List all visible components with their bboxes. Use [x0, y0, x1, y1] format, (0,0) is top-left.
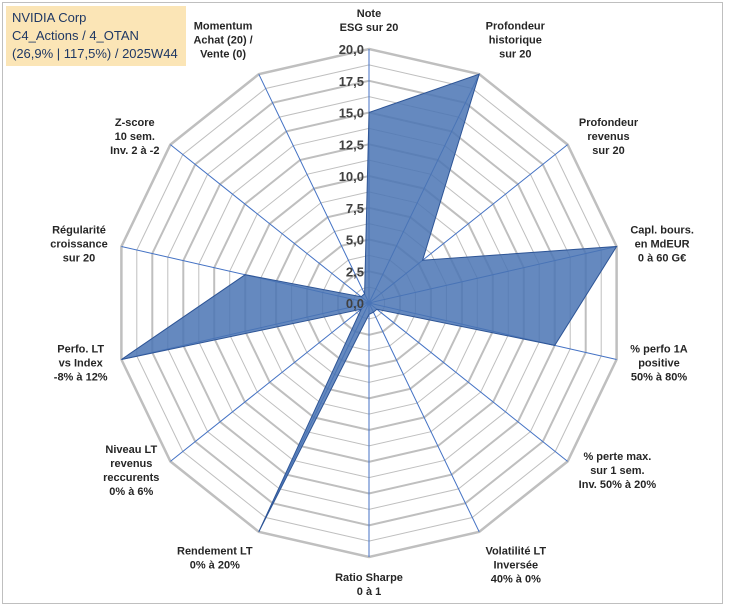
- axis-label-line: sur 20: [63, 252, 95, 264]
- axis-label-line: Capl. bours.: [630, 224, 694, 236]
- axis-label-line: ESG sur 20: [340, 22, 399, 34]
- axis-label-line: -8% à 12%: [54, 372, 108, 384]
- axis-label: Volatilité LT Inversée 40% à 0%: [485, 546, 546, 586]
- axis-label: Profondeur revenus sur 20: [579, 117, 639, 157]
- axis-label-line: vs Index: [59, 358, 104, 370]
- axis-label-line: historique: [489, 35, 542, 47]
- axis-label-line: revenus: [587, 131, 629, 143]
- info-category: C4_Actions / 4_OTAN: [12, 28, 139, 43]
- axis-label-line: Inversée: [493, 560, 538, 572]
- axis-label: Ratio Sharpe 0 à 1: [335, 572, 403, 598]
- axis-label-line: 40% à 0%: [491, 574, 541, 586]
- tick-label: 10,0: [339, 169, 364, 184]
- axis-label-line: croissance: [50, 238, 107, 250]
- axis-label-line: Niveau LT: [105, 444, 157, 456]
- axis-label-line: sur 20: [592, 145, 624, 157]
- tick-label: 0,0: [346, 296, 364, 311]
- tick-label: 2,5: [346, 264, 364, 279]
- info-company: NVIDIA Corp: [12, 10, 87, 25]
- axis-label-line: positive: [638, 358, 680, 370]
- axis-label-line: % perte max.: [583, 451, 651, 463]
- axis-spoke: [170, 144, 370, 304]
- axis-label: Momentum Achat (20) / Vente (0): [193, 21, 252, 61]
- axis-label-line: Vente (0): [200, 49, 246, 61]
- axis-spoke: [368, 302, 480, 533]
- tick-label: 15,0: [339, 106, 364, 121]
- axis-label: Régularité croissance sur 20: [50, 224, 107, 264]
- axis-label: Note ESG sur 20: [340, 8, 399, 34]
- axis-label-line: Momentum: [194, 21, 253, 33]
- axis-spoke: [258, 73, 370, 304]
- axis-label-line: Z-score: [115, 117, 155, 129]
- axis-label-line: revenus: [110, 458, 152, 470]
- axis-label: Perfo. LT vs Index -8% à 12%: [54, 344, 108, 384]
- axis-label-line: Achat (20) /: [193, 35, 252, 47]
- axis-label: Niveau LT revenus reccurents 0% à 6%: [103, 444, 159, 498]
- axis-label: % perte max. sur 1 sem. Inv. 50% à 20%: [579, 451, 657, 491]
- axis-spoke: [170, 302, 370, 462]
- tick-label: 17,5: [339, 74, 364, 89]
- axis-label-line: 50% à 80%: [631, 372, 687, 384]
- axis-label-line: en MdEUR: [635, 238, 690, 250]
- tick-label: 5,0: [346, 233, 364, 248]
- axis-label-line: Rendement LT: [177, 546, 253, 558]
- axis-label-line: Inv. 50% à 20%: [579, 479, 657, 491]
- axis-label: Profondeur historique sur 20: [486, 21, 546, 61]
- tick-label: 20,0: [339, 42, 364, 57]
- axis-label-line: Profondeur: [486, 21, 546, 33]
- axis-label-line: 0% à 20%: [190, 560, 240, 572]
- axis-label-line: Régularité: [52, 224, 106, 236]
- axis-label-line: sur 1 sem.: [590, 465, 644, 477]
- axis-label-line: Note: [357, 8, 381, 20]
- axis-label: Rendement LT 0% à 20%: [177, 546, 253, 572]
- axis-label: Z-score 10 sem. Inv. 2 à -2: [110, 117, 159, 157]
- axis-label: % perfo 1A positive 50% à 80%: [630, 344, 688, 384]
- axis-label-line: 0% à 6%: [109, 486, 153, 498]
- axis-label-line: Volatilité LT: [485, 546, 546, 558]
- axis-label: Capl. bours. en MdEUR 0 à 60 G€: [630, 224, 694, 264]
- axis-label-line: sur 20: [499, 49, 531, 61]
- tick-label: 7,5: [346, 201, 364, 216]
- axis-label-line: Ratio Sharpe: [335, 572, 403, 584]
- axis-label-line: 0 à 1: [357, 586, 381, 598]
- axis-label-line: 0 à 60 G€: [638, 252, 686, 264]
- axis-label-line: Inv. 2 à -2: [110, 145, 159, 157]
- axis-label-line: % perfo 1A: [630, 344, 688, 356]
- axis-spoke: [368, 302, 568, 462]
- info-stats: (26,9% | 117,5%) / 2025W44: [12, 46, 178, 61]
- tick-label: 12,5: [339, 137, 364, 152]
- axis-label-line: Perfo. LT: [57, 344, 104, 356]
- axis-label-line: Profondeur: [579, 117, 639, 129]
- axis-label-line: 10 sem.: [115, 131, 155, 143]
- info-box: NVIDIA Corp C4_Actions / 4_OTAN (26,9% |…: [6, 6, 186, 66]
- axis-label-line: reccurents: [103, 472, 159, 484]
